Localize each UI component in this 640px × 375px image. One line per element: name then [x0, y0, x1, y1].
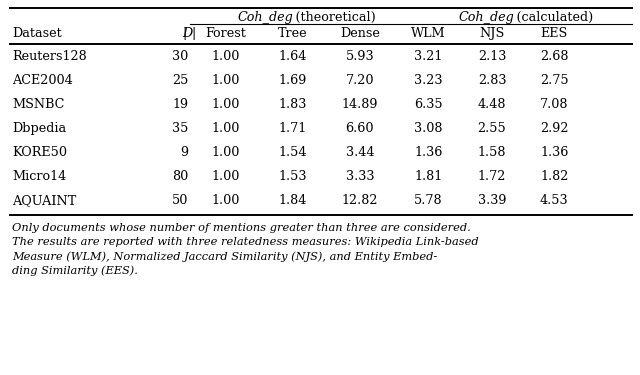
- Text: 5.78: 5.78: [414, 194, 443, 207]
- Text: ACE2004: ACE2004: [12, 74, 73, 87]
- Text: Measure (WLM), Normalized Jaccard Similarity (NJS), and Entity Embed-: Measure (WLM), Normalized Jaccard Simila…: [12, 251, 437, 262]
- Text: Coh_deg: Coh_deg: [458, 11, 514, 24]
- Text: 4.48: 4.48: [478, 98, 506, 111]
- Text: 3.39: 3.39: [478, 194, 506, 207]
- Text: 2.92: 2.92: [540, 122, 568, 135]
- Text: 1.00: 1.00: [212, 98, 241, 111]
- Text: 9: 9: [180, 146, 188, 159]
- Text: 12.82: 12.82: [342, 194, 378, 207]
- Text: 6.60: 6.60: [346, 122, 374, 135]
- Text: 3.33: 3.33: [346, 170, 374, 183]
- Text: 25: 25: [172, 74, 188, 87]
- Text: 3.08: 3.08: [414, 122, 442, 135]
- Text: Dataset: Dataset: [12, 27, 61, 40]
- Text: 2.75: 2.75: [540, 74, 568, 87]
- Text: 1.54: 1.54: [279, 146, 307, 159]
- Text: Tree: Tree: [278, 27, 308, 40]
- Text: 3.44: 3.44: [346, 146, 374, 159]
- Text: 35: 35: [172, 122, 188, 135]
- Text: 1.71: 1.71: [279, 122, 307, 135]
- Text: 50: 50: [172, 194, 188, 207]
- Text: 3.21: 3.21: [414, 50, 442, 63]
- Text: 30: 30: [172, 50, 188, 63]
- Text: 1.00: 1.00: [212, 170, 241, 183]
- Text: 80: 80: [172, 170, 188, 183]
- Text: 7.08: 7.08: [540, 98, 568, 111]
- Text: |: |: [182, 27, 186, 40]
- Text: 1.00: 1.00: [212, 50, 241, 63]
- Text: 6.35: 6.35: [414, 98, 443, 111]
- Text: (calculated): (calculated): [514, 11, 593, 24]
- Text: 4.53: 4.53: [540, 194, 568, 207]
- Text: 1.00: 1.00: [212, 74, 241, 87]
- Text: 1.00: 1.00: [212, 122, 241, 135]
- Text: 2.55: 2.55: [477, 122, 506, 135]
- Text: NJS: NJS: [479, 27, 505, 40]
- Text: Forest: Forest: [205, 27, 246, 40]
- Text: 1.64: 1.64: [279, 50, 307, 63]
- Text: Reuters128: Reuters128: [12, 50, 87, 63]
- Text: 1.69: 1.69: [279, 74, 307, 87]
- Text: 1.36: 1.36: [414, 146, 442, 159]
- Text: D: D: [182, 27, 193, 40]
- Text: 1.72: 1.72: [478, 170, 506, 183]
- Text: 19: 19: [172, 98, 188, 111]
- Text: 2.83: 2.83: [478, 74, 506, 87]
- Text: ding Similarity (EES).: ding Similarity (EES).: [12, 265, 138, 276]
- Text: 1.00: 1.00: [212, 194, 241, 207]
- Text: 1.00: 1.00: [212, 146, 241, 159]
- Text: KORE50: KORE50: [12, 146, 67, 159]
- Text: 1.82: 1.82: [540, 170, 568, 183]
- Text: 2.13: 2.13: [478, 50, 506, 63]
- Text: 14.89: 14.89: [342, 98, 378, 111]
- Text: (theoretical): (theoretical): [293, 11, 376, 24]
- Text: Dense: Dense: [340, 27, 380, 40]
- Text: Micro14: Micro14: [12, 170, 67, 183]
- Text: Only documents whose number of mentions greater than three are considered.: Only documents whose number of mentions …: [12, 223, 471, 233]
- Text: EES: EES: [541, 27, 568, 40]
- Text: 2.68: 2.68: [540, 50, 568, 63]
- Text: 1.36: 1.36: [540, 146, 568, 159]
- Text: 7.20: 7.20: [346, 74, 374, 87]
- Text: Dbpedia: Dbpedia: [12, 122, 66, 135]
- Text: 1.84: 1.84: [279, 194, 307, 207]
- Text: 1.53: 1.53: [279, 170, 307, 183]
- Text: MSNBC: MSNBC: [12, 98, 65, 111]
- Text: 1.81: 1.81: [414, 170, 442, 183]
- Text: AQUAINT: AQUAINT: [12, 194, 76, 207]
- Text: Coh_deg: Coh_deg: [237, 11, 293, 24]
- Text: |: |: [191, 27, 196, 40]
- Text: 1.58: 1.58: [478, 146, 506, 159]
- Text: 5.93: 5.93: [346, 50, 374, 63]
- Text: The results are reported with three relatedness measures: Wikipedia Link-based: The results are reported with three rela…: [12, 237, 479, 247]
- Text: 1.83: 1.83: [279, 98, 307, 111]
- Text: 3.23: 3.23: [414, 74, 442, 87]
- Text: WLM: WLM: [411, 27, 445, 40]
